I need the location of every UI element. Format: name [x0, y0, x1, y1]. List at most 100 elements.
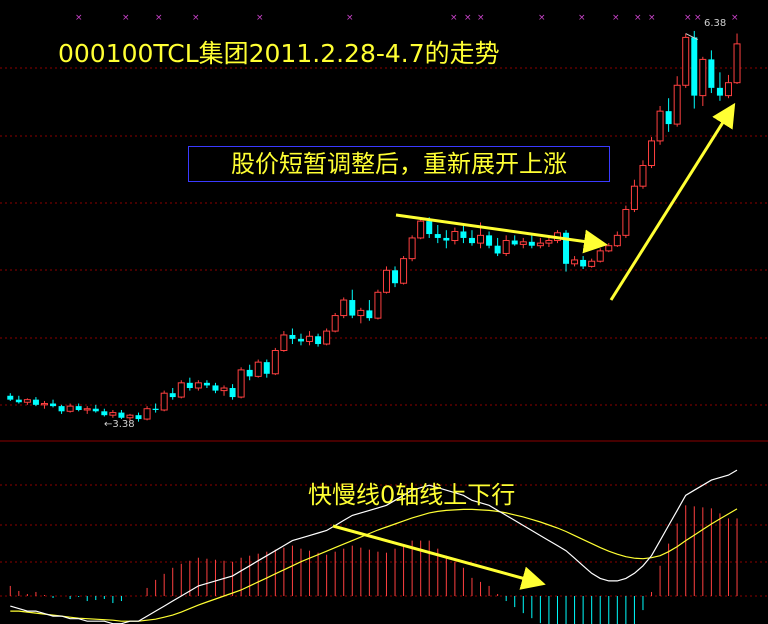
candle-body: [519, 241, 527, 245]
candle-body: [724, 82, 732, 97]
candle-body: [109, 412, 117, 416]
candle-body: [229, 388, 236, 398]
macd-slow-line: [10, 508, 738, 622]
candle-body: [289, 334, 296, 339]
candle-body: [254, 361, 262, 377]
candle-body: [15, 399, 22, 403]
candle-body: [135, 415, 142, 420]
candle-body: [186, 382, 193, 389]
candle-body: [716, 87, 723, 96]
candle-body: [588, 260, 596, 267]
candle-body: [605, 245, 613, 252]
candle-body: [246, 369, 253, 377]
candle-body: [563, 232, 570, 264]
event-marker: ×: [648, 13, 656, 23]
candle-body: [83, 408, 91, 411]
candle-body: [315, 336, 322, 345]
candle-body: [297, 338, 304, 342]
macd-down-arrow: [332, 524, 546, 590]
price-low-label: ←3.38: [104, 419, 135, 430]
candle-body: [263, 362, 270, 374]
candle-body: [468, 237, 475, 244]
candle-body: [101, 411, 108, 416]
candle-body: [639, 164, 647, 187]
candle-body: [306, 335, 314, 342]
candle-body: [66, 405, 74, 412]
event-marker: ×: [450, 13, 458, 23]
candle-body: [536, 242, 544, 247]
event-marker: ×: [612, 13, 620, 23]
price-high-label: 6.38: [704, 18, 727, 29]
candle-body: [656, 110, 664, 142]
candle-body: [203, 382, 210, 386]
candle-body: [613, 234, 621, 247]
candle-body: [665, 111, 672, 125]
event-marker: ×: [122, 13, 130, 23]
candle-body: [331, 315, 339, 332]
event-marker: ×: [155, 13, 163, 23]
candle-body: [40, 403, 48, 406]
candle-body: [152, 408, 159, 411]
event-marker: ×: [578, 13, 586, 23]
candle-body: [691, 37, 698, 96]
candle-body: [118, 412, 125, 418]
candle-body: [32, 399, 39, 405]
chart-title: 000100TCL集团2011.2.28-4.7的走势: [58, 39, 500, 68]
candle-body: [220, 387, 228, 392]
candle-body: [126, 414, 134, 419]
candle-body: [733, 43, 741, 84]
candle-body: [280, 334, 288, 351]
event-marker: ×: [75, 13, 83, 23]
candle-body: [622, 208, 630, 236]
candle-body: [323, 330, 331, 345]
candle-body: [630, 185, 638, 210]
trend-annotation: 股价短暂调整后，重新展开上涨: [188, 146, 610, 182]
candle-body: [357, 309, 365, 317]
candle-body: [366, 310, 373, 319]
event-marker: ×: [477, 13, 485, 23]
candle-body: [50, 403, 57, 407]
candle-body: [528, 241, 535, 246]
candle-body: [571, 259, 579, 265]
candle-body: [477, 234, 485, 244]
candle-body: [143, 408, 151, 420]
candle-body: [382, 269, 390, 293]
candle-body: [699, 58, 707, 97]
event-marker: ×: [684, 13, 692, 23]
candle-body: [374, 291, 382, 319]
candle-body: [58, 406, 65, 412]
uptrend-arrow: [609, 102, 736, 301]
candle-body: [648, 140, 656, 166]
candle-body: [400, 258, 408, 284]
candle-body: [271, 349, 279, 375]
candle-body: [237, 369, 245, 398]
event-marker: ×: [192, 13, 200, 23]
candle-body: [511, 240, 518, 245]
candle-body: [417, 220, 425, 239]
candle-body: [212, 385, 219, 391]
macd-fast-line: [10, 469, 738, 624]
candle-body: [426, 221, 433, 235]
candle-body: [580, 259, 587, 267]
event-marker: ×: [464, 13, 472, 23]
candle-body: [92, 408, 99, 412]
candle-body: [460, 231, 467, 238]
consolidation-arrow: [395, 213, 608, 254]
candle-body: [708, 59, 715, 88]
candle-body: [673, 84, 681, 125]
candle-body: [194, 382, 202, 389]
candle-body: [451, 230, 459, 242]
candle-body: [7, 395, 14, 400]
candle-body: [443, 237, 450, 241]
candle-body: [502, 240, 510, 254]
event-marker: ×: [731, 13, 739, 23]
event-marker: ×: [256, 13, 264, 23]
candle-body: [340, 299, 348, 317]
price-high-pointer: [685, 33, 698, 40]
event-marker: ×: [634, 13, 642, 23]
candle-body: [349, 300, 356, 316]
event-marker: ×: [346, 13, 354, 23]
macd-annotation: 快慢线0轴线上下行: [308, 481, 516, 509]
